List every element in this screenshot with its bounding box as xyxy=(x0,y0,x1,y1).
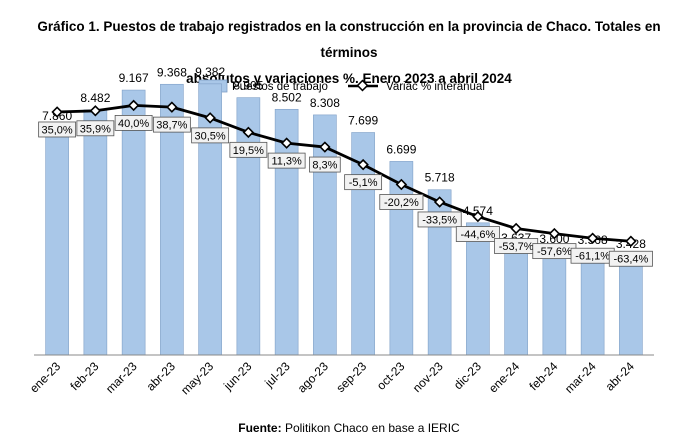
chart-source: Fuente: Politikon Chaco en base a IERIC xyxy=(0,421,698,435)
x-tick-label: may-23 xyxy=(178,359,216,397)
line-value-label: 35,9% xyxy=(80,123,111,135)
line-marker xyxy=(242,126,255,139)
line-marker xyxy=(586,232,599,244)
line-value-label: -33,5% xyxy=(422,214,457,226)
line-value-label: 40,0% xyxy=(118,118,149,130)
line-value-label-box xyxy=(114,115,153,131)
line-value-label: -20,2% xyxy=(384,197,419,209)
bar-value-label: 6.699 xyxy=(386,142,416,156)
line-value-label-box xyxy=(267,152,306,169)
line-value-label: -44,6% xyxy=(460,229,495,241)
bar-value-label: 8.308 xyxy=(310,96,340,110)
x-tick-label: feb-23 xyxy=(68,359,102,393)
bar-value-label: 9.368 xyxy=(157,65,187,79)
line-marker xyxy=(280,137,293,149)
line-value-label-box xyxy=(379,194,424,210)
line-marker xyxy=(319,141,331,153)
x-tick-label: abr-24 xyxy=(603,359,638,394)
line-value-label: -5,1% xyxy=(349,177,378,189)
x-tick-label: mar-23 xyxy=(103,359,140,396)
line-value-label-box xyxy=(344,174,383,191)
line-value-label-box xyxy=(229,141,268,158)
x-tick-label: ago-23 xyxy=(295,359,332,396)
line-value-label-box xyxy=(191,127,230,144)
x-tick-label: feb-24 xyxy=(527,359,561,393)
bar-value-label: 7.699 xyxy=(348,113,378,127)
bar-value-label: 9.382 xyxy=(195,65,225,79)
bar xyxy=(83,109,108,356)
line-marker xyxy=(433,196,446,208)
x-tick-label: ene-23 xyxy=(27,359,64,396)
line-value-label-box xyxy=(309,156,341,173)
x-tick-label: abr-23 xyxy=(144,359,179,394)
bar xyxy=(198,83,222,356)
bar xyxy=(542,250,567,356)
line-value-label: -57,6% xyxy=(537,246,572,258)
x-tick-label: dic-23 xyxy=(451,359,484,392)
bar-value-label: 5.718 xyxy=(425,171,455,185)
x-tick-label: jul-23 xyxy=(261,359,293,391)
line-value-label-box xyxy=(417,211,462,228)
line-value-label: 30,5% xyxy=(195,130,226,142)
bar xyxy=(45,127,69,356)
bar-value-label: 8.482 xyxy=(80,91,110,105)
line-value-label-box xyxy=(152,116,191,133)
line-value-label-box xyxy=(38,121,77,138)
line-value-label-box xyxy=(76,120,115,137)
line-marker xyxy=(472,210,484,223)
line-value-label: 35,0% xyxy=(42,124,73,136)
line-marker xyxy=(395,178,408,191)
line-value-label-box xyxy=(608,250,653,267)
chart-title-line-2: absolutos y variaciones %. Enero 2023 a … xyxy=(186,71,512,86)
bar xyxy=(389,161,414,356)
chart-title: Gráfico 1. Puestos de trabajo registrado… xyxy=(10,14,688,92)
bar xyxy=(504,249,528,356)
line-value-label: 38,7% xyxy=(156,120,187,132)
bar-value-label: 8.905 xyxy=(233,79,263,93)
line-marker xyxy=(166,101,178,113)
x-tick-label: jun-23 xyxy=(220,359,254,393)
line-series xyxy=(57,104,631,243)
bar xyxy=(619,255,643,356)
line-marker xyxy=(510,222,522,235)
line-value-label: 19,5% xyxy=(233,145,264,157)
x-tick-label: nov-23 xyxy=(410,359,446,395)
line-value-label: -61,1% xyxy=(575,251,610,263)
bar xyxy=(466,222,490,356)
line-value-label: -53,7% xyxy=(499,241,534,253)
x-tick-label: oct-23 xyxy=(374,359,408,393)
line-value-label: -63,4% xyxy=(613,254,648,266)
line-marker xyxy=(89,105,102,117)
legend-bar-label: Puestos de trabajo xyxy=(232,81,328,93)
bar-value-label: 9.167 xyxy=(119,71,149,85)
line-marker xyxy=(548,227,561,240)
line-value-label: 8,3% xyxy=(312,160,337,172)
line-marker xyxy=(357,158,369,171)
source-text: Politikon Chaco en base a IERIC xyxy=(284,421,460,435)
bar-value-label: 8.502 xyxy=(272,90,302,104)
line-value-label-box xyxy=(455,226,500,242)
bar xyxy=(580,251,605,356)
chart-title-line-1: Gráfico 1. Puestos de trabajo registrado… xyxy=(37,19,661,60)
line-value-label: 11,3% xyxy=(271,156,302,168)
x-tick-label: mar-24 xyxy=(562,359,599,396)
line-marker xyxy=(625,235,637,247)
source-label: Fuente: xyxy=(238,421,282,435)
legend-line-label: Variac % interanual xyxy=(386,81,485,93)
line-marker xyxy=(51,106,63,118)
x-tick-label: sep-23 xyxy=(333,359,369,395)
line-marker xyxy=(204,112,216,124)
line-marker xyxy=(127,99,140,112)
x-tick-label: ene-24 xyxy=(486,359,523,396)
legend-line-marker xyxy=(356,79,369,92)
